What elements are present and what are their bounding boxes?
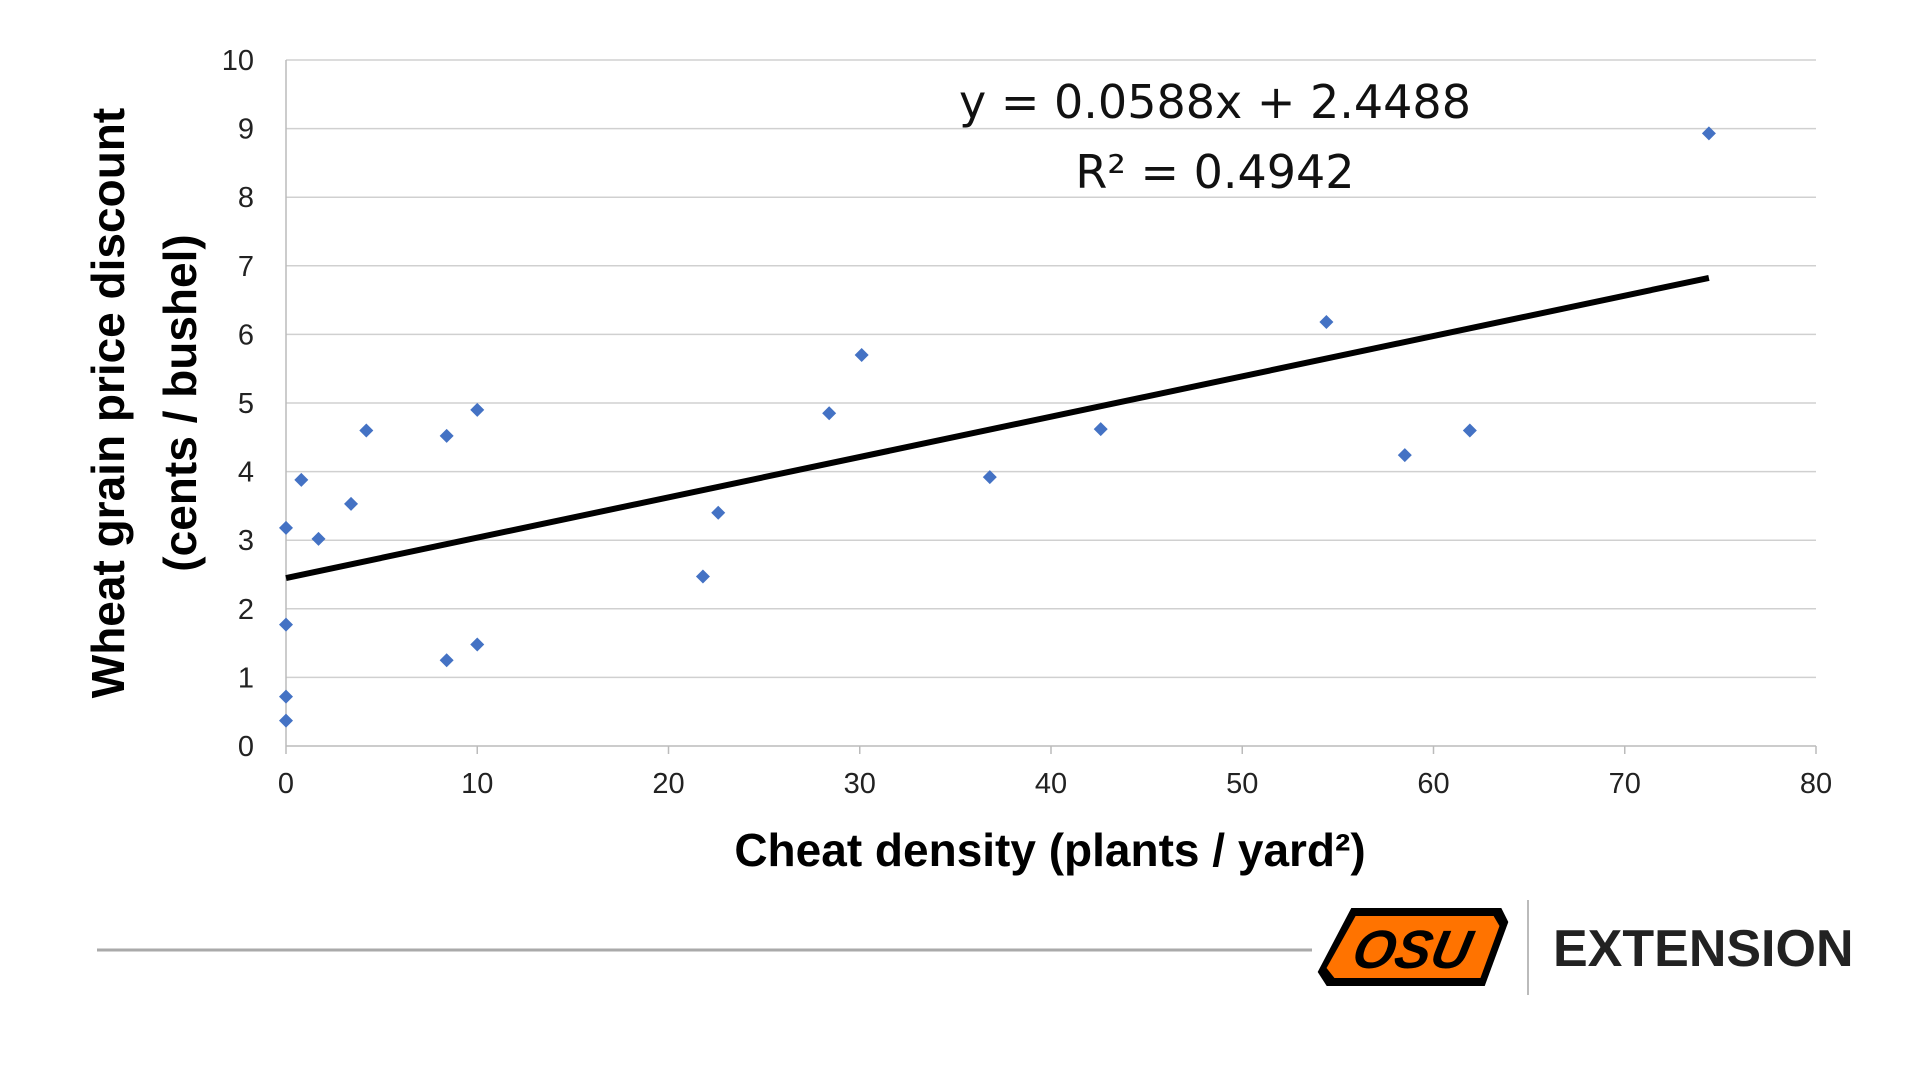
osu-logo: OSU xyxy=(1317,908,1509,986)
data-point xyxy=(359,423,374,438)
y-tick-label: 8 xyxy=(238,182,254,214)
data-point xyxy=(279,689,293,704)
data-point xyxy=(1319,315,1334,330)
r-squared-label: R² = 0.4942 xyxy=(1075,145,1354,199)
data-point xyxy=(279,713,293,728)
data-points xyxy=(279,126,1716,728)
data-point xyxy=(854,347,869,362)
y-tick-label: 0 xyxy=(238,731,254,763)
y-tick-label: 10 xyxy=(222,45,254,77)
tick-labels: 0 1 2 3 4 5 6 7 8 9 10 0 10 20 30 40 50 60 70 80 xyxy=(222,45,1832,800)
data-point xyxy=(822,406,837,421)
trendline xyxy=(285,274,1710,581)
data-point xyxy=(439,428,454,443)
y-axis-title-line2: (cents / bushel) xyxy=(154,234,206,571)
data-point xyxy=(439,653,454,668)
gridlines xyxy=(286,59,1816,679)
data-point xyxy=(1093,422,1108,437)
data-point xyxy=(279,617,293,632)
y-tick-label: 1 xyxy=(238,662,254,694)
data-point xyxy=(344,496,359,511)
data-point xyxy=(695,569,710,584)
data-point xyxy=(311,531,326,546)
data-point xyxy=(1397,448,1412,463)
x-axis-title: Cheat density (plants / yard²) xyxy=(734,824,1365,876)
x-tick-label: 30 xyxy=(844,768,876,800)
data-point xyxy=(1462,423,1477,438)
y-tick-label: 5 xyxy=(238,388,254,420)
data-point xyxy=(294,472,309,487)
x-tick-label: 50 xyxy=(1226,768,1258,800)
x-tick-label: 70 xyxy=(1609,768,1641,800)
y-tick-label: 4 xyxy=(238,457,254,489)
trendline-path xyxy=(285,274,1710,581)
y-tick-label: 3 xyxy=(238,525,254,557)
extension-label: EXTENSION xyxy=(1553,920,1854,978)
equation-label: y = 0.0588x + 2.4488 xyxy=(959,75,1471,129)
y-tick-label: 6 xyxy=(238,319,254,351)
x-tick-label: 0 xyxy=(278,768,294,800)
x-tick-label: 80 xyxy=(1800,768,1832,800)
axes xyxy=(285,60,1817,754)
y-tick-label: 7 xyxy=(238,251,254,283)
x-tick-label: 60 xyxy=(1417,768,1449,800)
data-point xyxy=(470,637,485,652)
y-axis-title-line1: Wheat grain price discount xyxy=(82,108,134,698)
y-tick-label: 9 xyxy=(238,114,254,146)
data-point xyxy=(711,505,726,520)
data-point xyxy=(470,402,485,417)
x-tick-label: 40 xyxy=(1035,768,1067,800)
x-tick-label: 10 xyxy=(461,768,493,800)
data-point xyxy=(279,520,293,535)
data-point xyxy=(1701,126,1716,141)
data-point xyxy=(982,470,997,485)
y-tick-label: 2 xyxy=(238,594,254,626)
x-tick-label: 20 xyxy=(652,768,684,800)
svg-text:OSU: OSU xyxy=(1348,920,1479,980)
